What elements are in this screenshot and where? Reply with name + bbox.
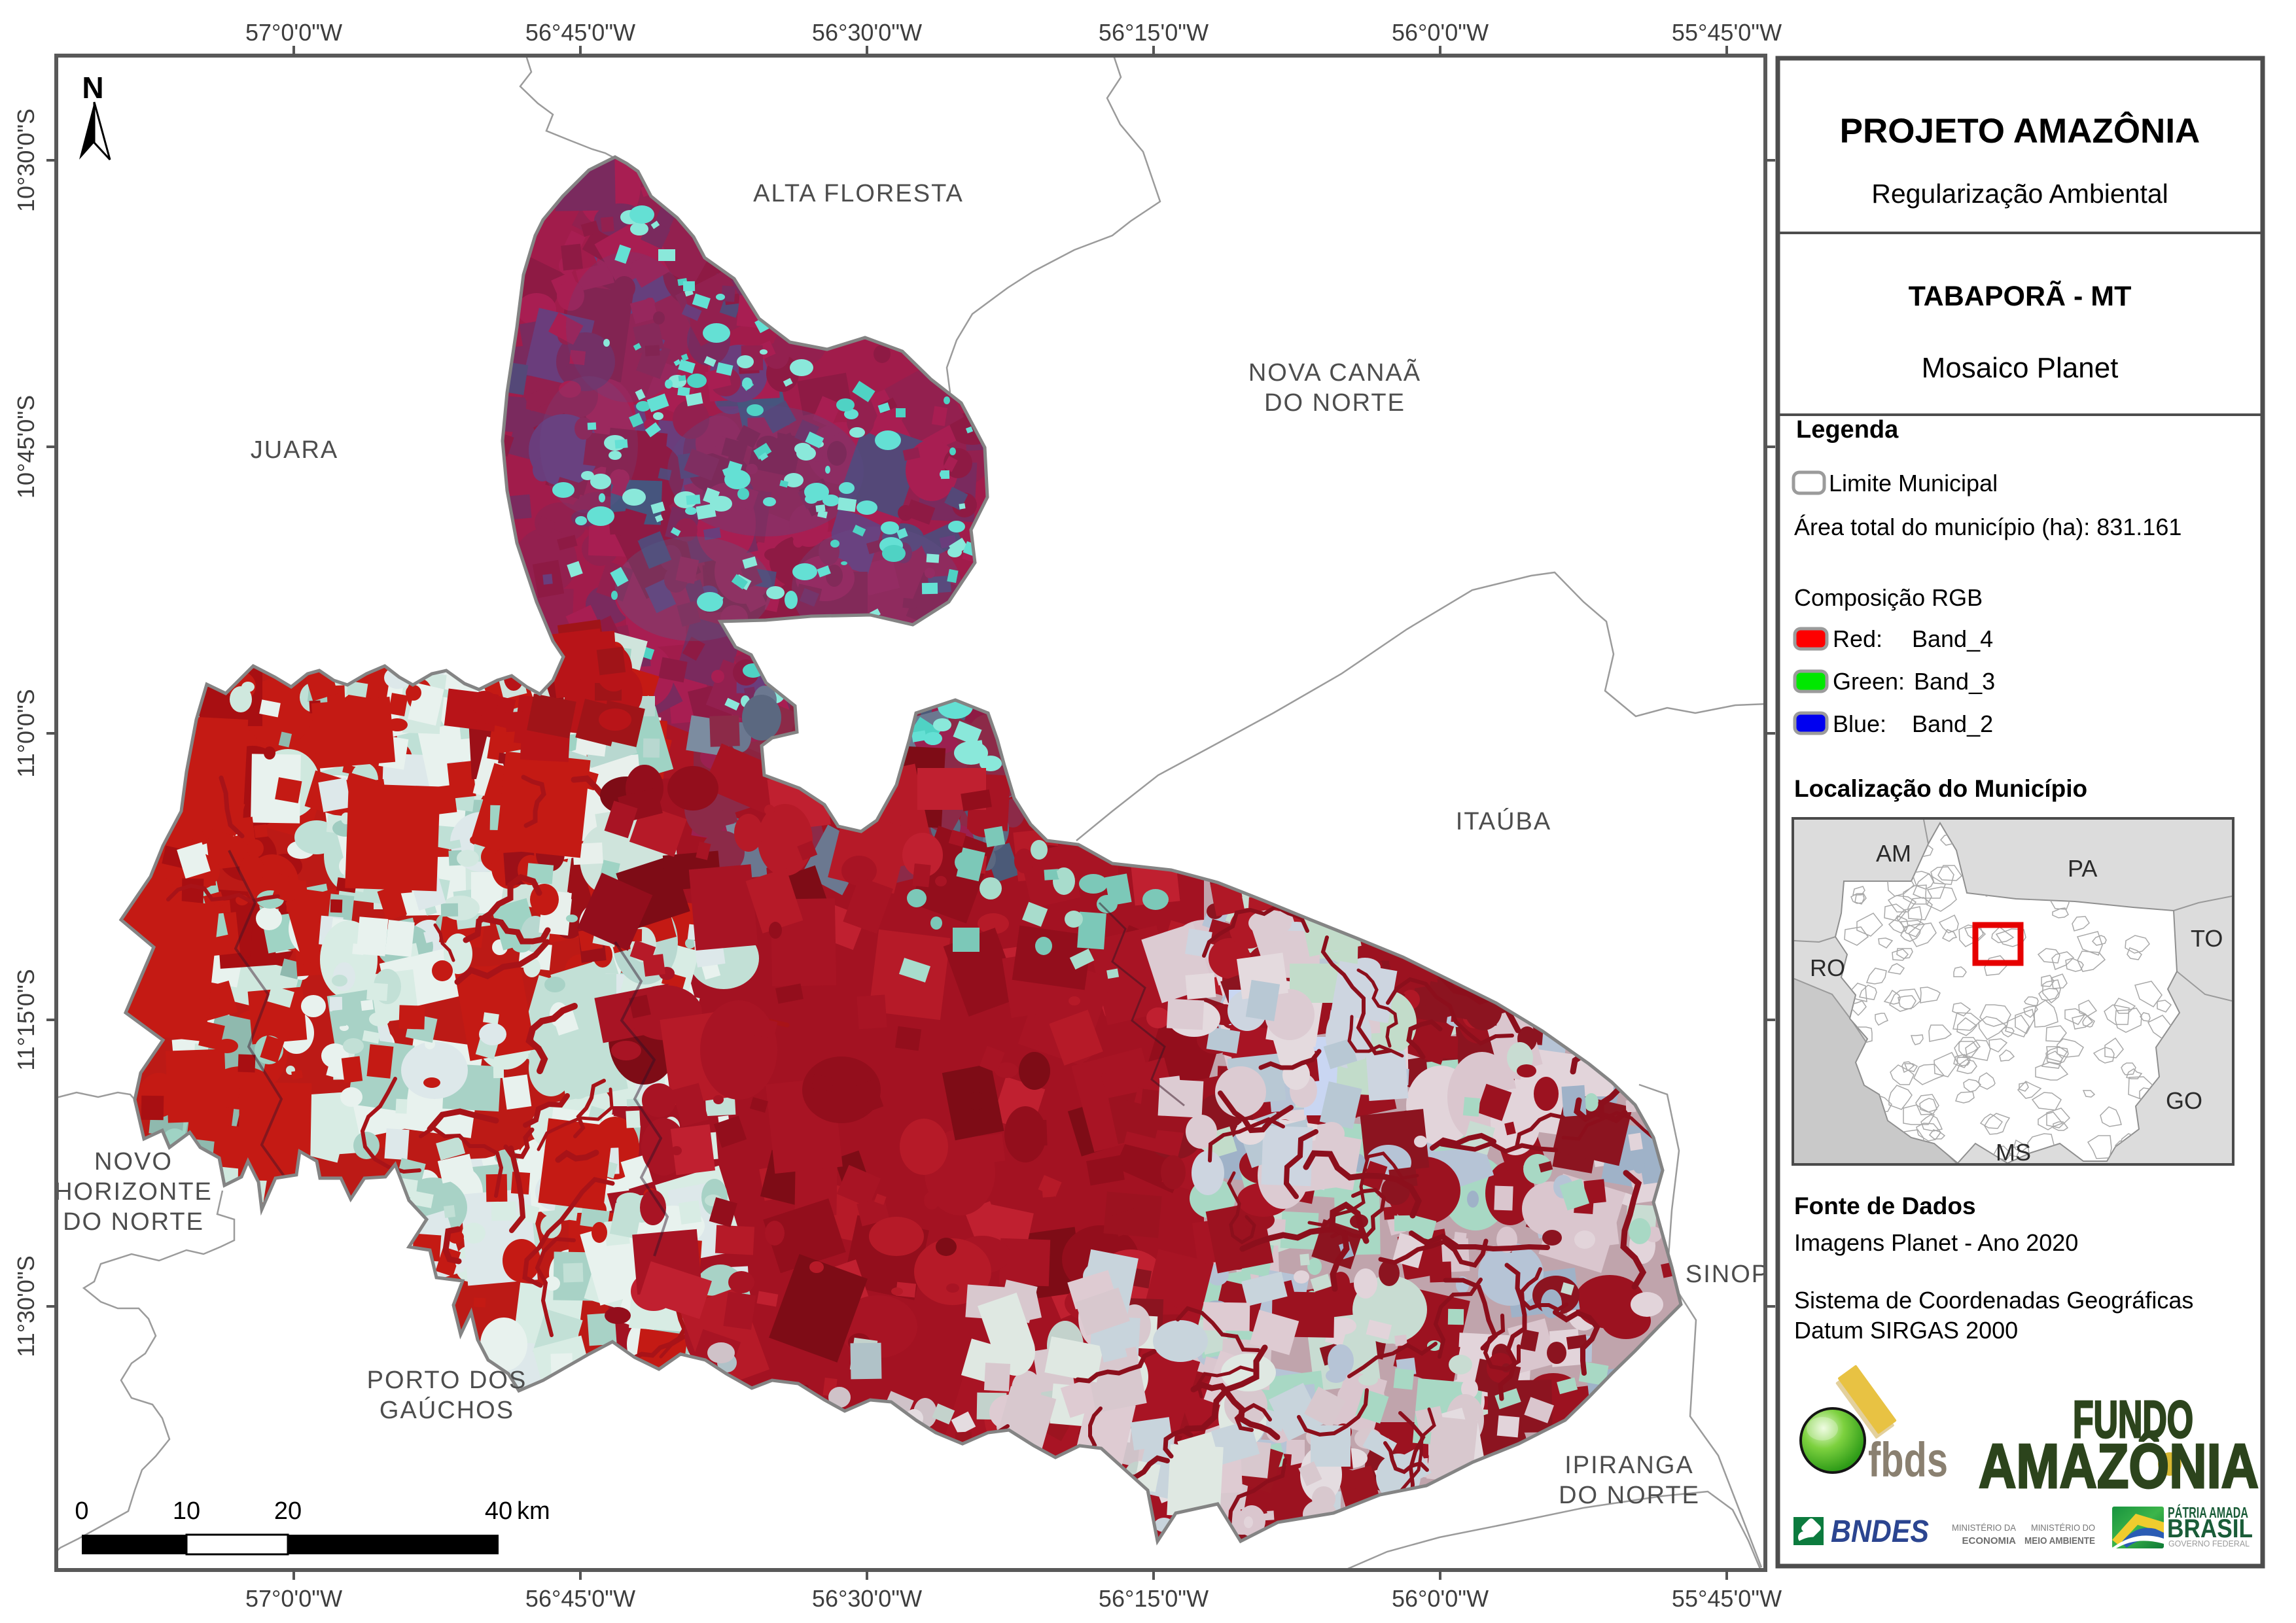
svg-text:56°30'0"W: 56°30'0"W bbox=[812, 1585, 922, 1612]
svg-text:DO NORTE: DO NORTE bbox=[1264, 389, 1405, 417]
svg-text:Regularização Ambiental: Regularização Ambiental bbox=[1871, 179, 2168, 209]
svg-text:TABAPORÃ - MT: TABAPORÃ - MT bbox=[1909, 281, 2132, 312]
svg-text:Área total do município (ha):: Área total do município (ha): 831.161 bbox=[1794, 514, 2181, 540]
svg-text:DO NORTE: DO NORTE bbox=[1559, 1482, 1700, 1509]
svg-text:Legenda: Legenda bbox=[1796, 416, 1899, 444]
svg-text:ECONOMIA: ECONOMIA bbox=[1962, 1535, 2017, 1546]
svg-text:GO: GO bbox=[2166, 1087, 2202, 1114]
svg-text:57°0'0"W: 57°0'0"W bbox=[245, 1585, 342, 1612]
svg-text:56°0'0"W: 56°0'0"W bbox=[1392, 19, 1489, 46]
svg-text:Blue:: Blue: bbox=[1833, 710, 1886, 737]
svg-text:BRASIL: BRASIL bbox=[2167, 1514, 2253, 1543]
svg-text:57°0'0"W: 57°0'0"W bbox=[245, 19, 342, 46]
svg-text:DO NORTE: DO NORTE bbox=[63, 1208, 204, 1236]
svg-text:56°0'0"W: 56°0'0"W bbox=[1392, 1585, 1489, 1612]
svg-text:MEIO AMBIENTE: MEIO AMBIENTE bbox=[2024, 1535, 2095, 1546]
svg-text:56°30'0"W: 56°30'0"W bbox=[812, 19, 922, 46]
svg-text:10°45'0"S: 10°45'0"S bbox=[12, 395, 39, 498]
svg-text:40: 40 bbox=[485, 1497, 512, 1525]
svg-text:fbds: fbds bbox=[1868, 1433, 1948, 1487]
svg-text:Imagens Planet - Ano 2020: Imagens Planet - Ano 2020 bbox=[1794, 1229, 2078, 1256]
svg-text:MINISTÉRIO DA: MINISTÉRIO DA bbox=[1952, 1522, 2017, 1533]
svg-text:ITAÚBA: ITAÚBA bbox=[1456, 807, 1551, 835]
svg-text:10: 10 bbox=[173, 1497, 200, 1525]
svg-text:56°45'0"W: 56°45'0"W bbox=[525, 19, 635, 46]
svg-text:Composição RGB: Composição RGB bbox=[1794, 584, 1983, 611]
svg-text:AM: AM bbox=[1876, 840, 1911, 867]
svg-text:Band_2: Band_2 bbox=[1912, 710, 1993, 737]
svg-text:JUARA: JUARA bbox=[251, 436, 339, 464]
svg-text:NOVA CANAÃ: NOVA CANAÃ bbox=[1248, 358, 1421, 387]
svg-text:11°0'0"S: 11°0'0"S bbox=[12, 689, 39, 777]
svg-text:PA: PA bbox=[2068, 855, 2097, 882]
svg-text:km: km bbox=[517, 1497, 550, 1525]
svg-text:GAÚCHOS: GAÚCHOS bbox=[380, 1396, 514, 1424]
svg-text:PÁTRIA AMADA: PÁTRIA AMADA bbox=[2168, 1503, 2248, 1521]
svg-text:ALTA FLORESTA: ALTA FLORESTA bbox=[753, 180, 964, 207]
svg-text:NOVO: NOVO bbox=[94, 1148, 173, 1176]
svg-text:BNDES: BNDES bbox=[1831, 1514, 1929, 1549]
svg-text:TO: TO bbox=[2191, 925, 2223, 952]
svg-text:GOVERNO FEDERAL: GOVERNO FEDERAL bbox=[2168, 1539, 2250, 1548]
svg-text:11°15'0"S: 11°15'0"S bbox=[12, 969, 39, 1071]
svg-text:11°30'0"S: 11°30'0"S bbox=[12, 1255, 39, 1357]
svg-text:55°45'0"W: 55°45'0"W bbox=[1672, 1585, 1782, 1612]
svg-text:10°30'0"S: 10°30'0"S bbox=[12, 109, 39, 212]
svg-text:56°15'0"W: 56°15'0"W bbox=[1099, 19, 1209, 46]
svg-text:PROJETO AMAZÔNIA: PROJETO AMAZÔNIA bbox=[1840, 111, 2200, 150]
svg-text:Band_3: Band_3 bbox=[1914, 668, 1995, 695]
svg-text:AMAZÔNIA: AMAZÔNIA bbox=[1979, 1431, 2259, 1501]
svg-text:Band_4: Band_4 bbox=[1912, 625, 1993, 652]
svg-text:20: 20 bbox=[274, 1497, 302, 1525]
svg-text:MINISTÉRIO DO: MINISTÉRIO DO bbox=[2031, 1522, 2095, 1533]
svg-text:IPIRANGA: IPIRANGA bbox=[1564, 1452, 1694, 1479]
svg-text:56°45'0"W: 56°45'0"W bbox=[525, 1585, 635, 1612]
svg-text:Datum SIRGAS 2000: Datum SIRGAS 2000 bbox=[1794, 1317, 2018, 1344]
svg-text:N: N bbox=[82, 71, 103, 105]
svg-text:56°15'0"W: 56°15'0"W bbox=[1099, 1585, 1209, 1612]
svg-text:RO: RO bbox=[1810, 954, 1845, 981]
svg-text:HORIZONTE: HORIZONTE bbox=[54, 1178, 213, 1206]
svg-text:55°45'0"W: 55°45'0"W bbox=[1672, 19, 1782, 46]
svg-text:Mosaico Planet: Mosaico Planet bbox=[1922, 352, 2119, 384]
svg-text:PORTO DOS: PORTO DOS bbox=[367, 1367, 527, 1394]
svg-text:Sistema de Coordenadas Geográf: Sistema de Coordenadas Geográficas bbox=[1794, 1287, 2193, 1314]
svg-text:0: 0 bbox=[75, 1497, 88, 1525]
svg-text:Fonte de Dados: Fonte de Dados bbox=[1794, 1193, 1976, 1219]
svg-text:SINOP: SINOP bbox=[1686, 1261, 1769, 1288]
svg-text:Green:: Green: bbox=[1833, 668, 1905, 695]
svg-text:Limite Municipal: Limite Municipal bbox=[1829, 470, 1998, 497]
svg-text:FUNDO: FUNDO bbox=[2073, 1390, 2193, 1448]
svg-text:Localização do Município: Localização do Município bbox=[1794, 775, 2087, 802]
svg-text:Red:: Red: bbox=[1833, 625, 1882, 652]
svg-text:MS: MS bbox=[1996, 1139, 2031, 1166]
